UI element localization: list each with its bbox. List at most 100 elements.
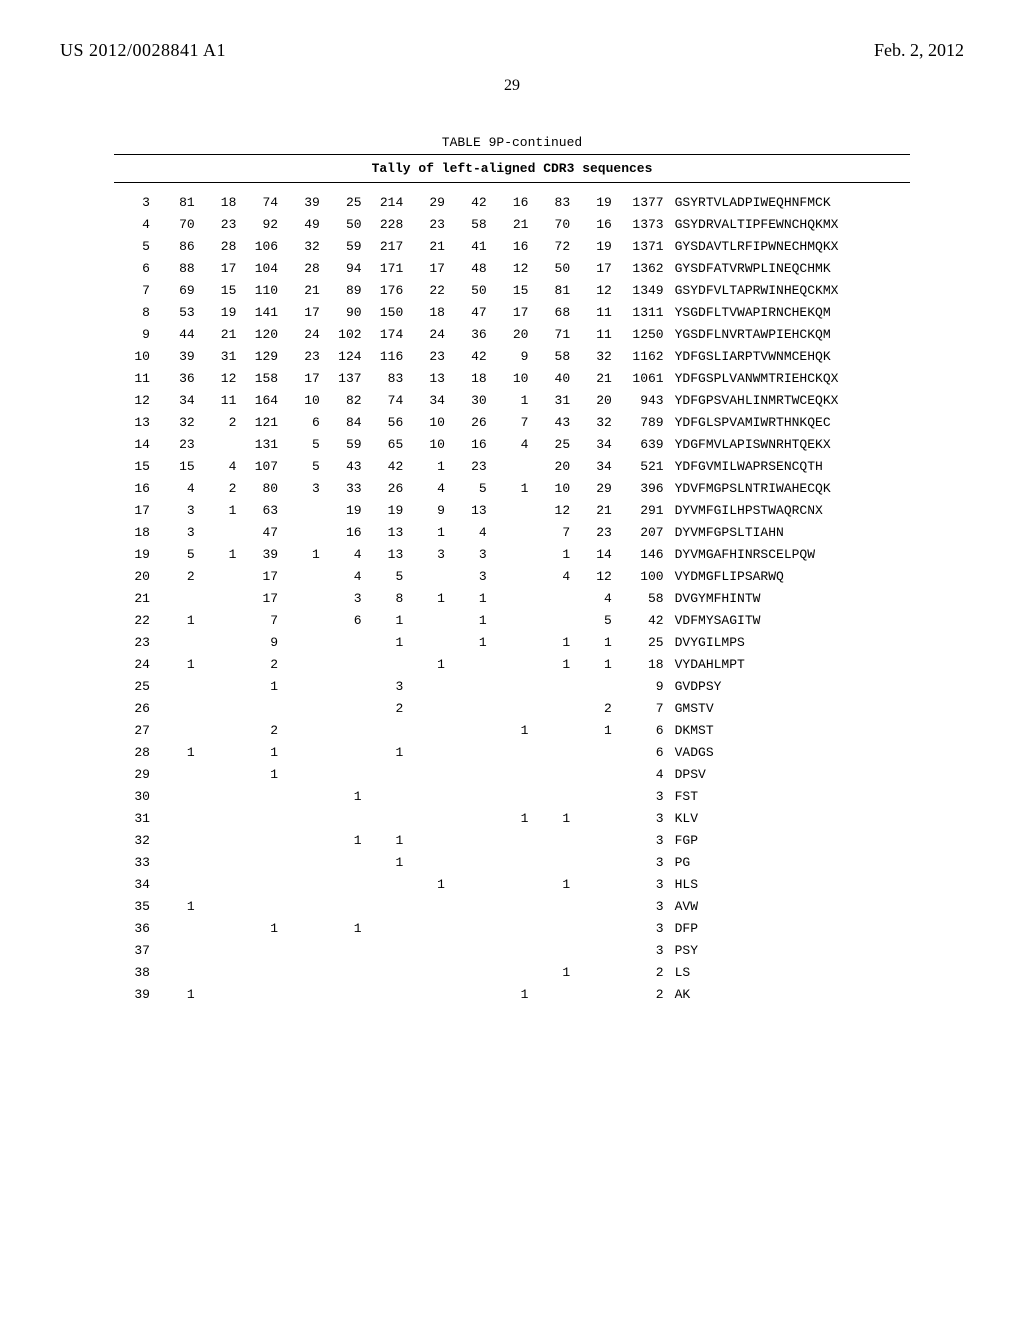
data-cell: 17 (239, 587, 281, 609)
data-cell: 141 (239, 301, 281, 323)
data-cell (281, 675, 323, 697)
sequence-cell: GSYRTVLADPIWEQHNFMCK (667, 191, 910, 213)
data-cell: 29 (406, 191, 448, 213)
data-cell: 18 (406, 301, 448, 323)
sequence-cell: DVYGILMPS (667, 631, 910, 653)
data-cell: 23 (156, 433, 198, 455)
data-cell (490, 829, 532, 851)
sequence-cell: DYVMGAFHINRSCELPQW (667, 543, 910, 565)
data-cell: 21 (573, 499, 615, 521)
data-cell: 1 (323, 785, 365, 807)
row-index: 29 (114, 763, 156, 785)
data-cell: 1 (365, 609, 407, 631)
table-row: 272116DKMST (114, 719, 910, 741)
data-cell (531, 829, 573, 851)
data-cell (365, 983, 407, 1005)
data-cell (490, 851, 532, 873)
data-cell (323, 873, 365, 895)
data-cell (573, 741, 615, 763)
data-cell: 34 (156, 389, 198, 411)
data-cell: 129 (239, 345, 281, 367)
data-cell (156, 829, 198, 851)
table-row: 103931129231241162342958321162YDFGSLIARP… (114, 345, 910, 367)
data-cell: 19 (198, 301, 240, 323)
data-cell: 10 (281, 389, 323, 411)
data-cell (281, 631, 323, 653)
data-cell (573, 675, 615, 697)
data-cell: 59 (323, 433, 365, 455)
table-row: 1332212168456102674332789YDFGLSPVAMIWRTH… (114, 411, 910, 433)
table-row: 944211202410217424362071111250YGSDFLNVRT… (114, 323, 910, 345)
data-cell: 19 (573, 191, 615, 213)
data-cell: 4 (615, 763, 667, 785)
table-row: 85319141179015018471768111311YSGDFLTVWAP… (114, 301, 910, 323)
data-cell: 28 (281, 257, 323, 279)
table-row: 142313155965101642534639YDGFMVLAPISWNRHT… (114, 433, 910, 455)
data-cell (156, 675, 198, 697)
data-cell: 56 (365, 411, 407, 433)
data-cell (531, 939, 573, 961)
data-cell (281, 961, 323, 983)
data-cell: 4 (156, 477, 198, 499)
data-cell (365, 719, 407, 741)
data-cell: 12 (573, 565, 615, 587)
table-row: 281116VADGS (114, 741, 910, 763)
row-index: 33 (114, 851, 156, 873)
data-cell (156, 939, 198, 961)
sequence-cell: DKMST (667, 719, 910, 741)
data-cell (323, 675, 365, 697)
sequence-cell: DVGYMFHINTW (667, 587, 910, 609)
sequence-cell: GYSDAVTLRFIPWNECHMQKX (667, 235, 910, 257)
data-cell (406, 917, 448, 939)
data-cell (281, 719, 323, 741)
data-cell: 15 (156, 455, 198, 477)
data-cell (198, 895, 240, 917)
data-cell: 1 (531, 653, 573, 675)
data-cell: 50 (323, 213, 365, 235)
data-cell: 23 (406, 345, 448, 367)
data-cell (323, 631, 365, 653)
data-cell (198, 939, 240, 961)
data-cell: 21 (406, 235, 448, 257)
data-cell (490, 741, 532, 763)
row-index: 22 (114, 609, 156, 631)
table-row: 3313PG (114, 851, 910, 873)
data-cell: 1162 (615, 345, 667, 367)
data-cell (281, 763, 323, 785)
sequence-cell: GSYDFVLTAPRWINHEQCKMX (667, 279, 910, 301)
sequence-cell: YDFGSLIARPTVWNMCEHQK (667, 345, 910, 367)
data-cell: 110 (239, 279, 281, 301)
data-cell: 396 (615, 477, 667, 499)
data-cell: 36 (156, 367, 198, 389)
data-cell: 23 (281, 345, 323, 367)
data-cell (406, 697, 448, 719)
data-cell: 81 (156, 191, 198, 213)
data-cell: 34 (573, 433, 615, 455)
data-cell (156, 873, 198, 895)
data-cell (198, 631, 240, 653)
data-cell: 29 (573, 477, 615, 499)
table-row: 4702392495022823582170161373GSYDRVALTIPF… (114, 213, 910, 235)
sequence-cell: VADGS (667, 741, 910, 763)
table-row: 3513AVW (114, 895, 910, 917)
data-cell (531, 609, 573, 631)
data-cell (198, 763, 240, 785)
data-cell: 74 (239, 191, 281, 213)
data-cell: 58 (448, 213, 490, 235)
data-cell: 207 (615, 521, 667, 543)
data-cell (281, 917, 323, 939)
row-index: 7 (114, 279, 156, 301)
data-cell (406, 961, 448, 983)
data-cell: 2 (198, 477, 240, 499)
data-cell (198, 873, 240, 895)
data-cell: 12 (198, 367, 240, 389)
row-index: 20 (114, 565, 156, 587)
data-cell: 68 (531, 301, 573, 323)
data-cell: 1377 (615, 191, 667, 213)
data-cell (323, 895, 365, 917)
table-row: 26227GMSTV (114, 697, 910, 719)
table-row: 239111125DVYGILMPS (114, 631, 910, 653)
data-cell: 3 (406, 543, 448, 565)
data-cell (531, 741, 573, 763)
data-cell (531, 719, 573, 741)
